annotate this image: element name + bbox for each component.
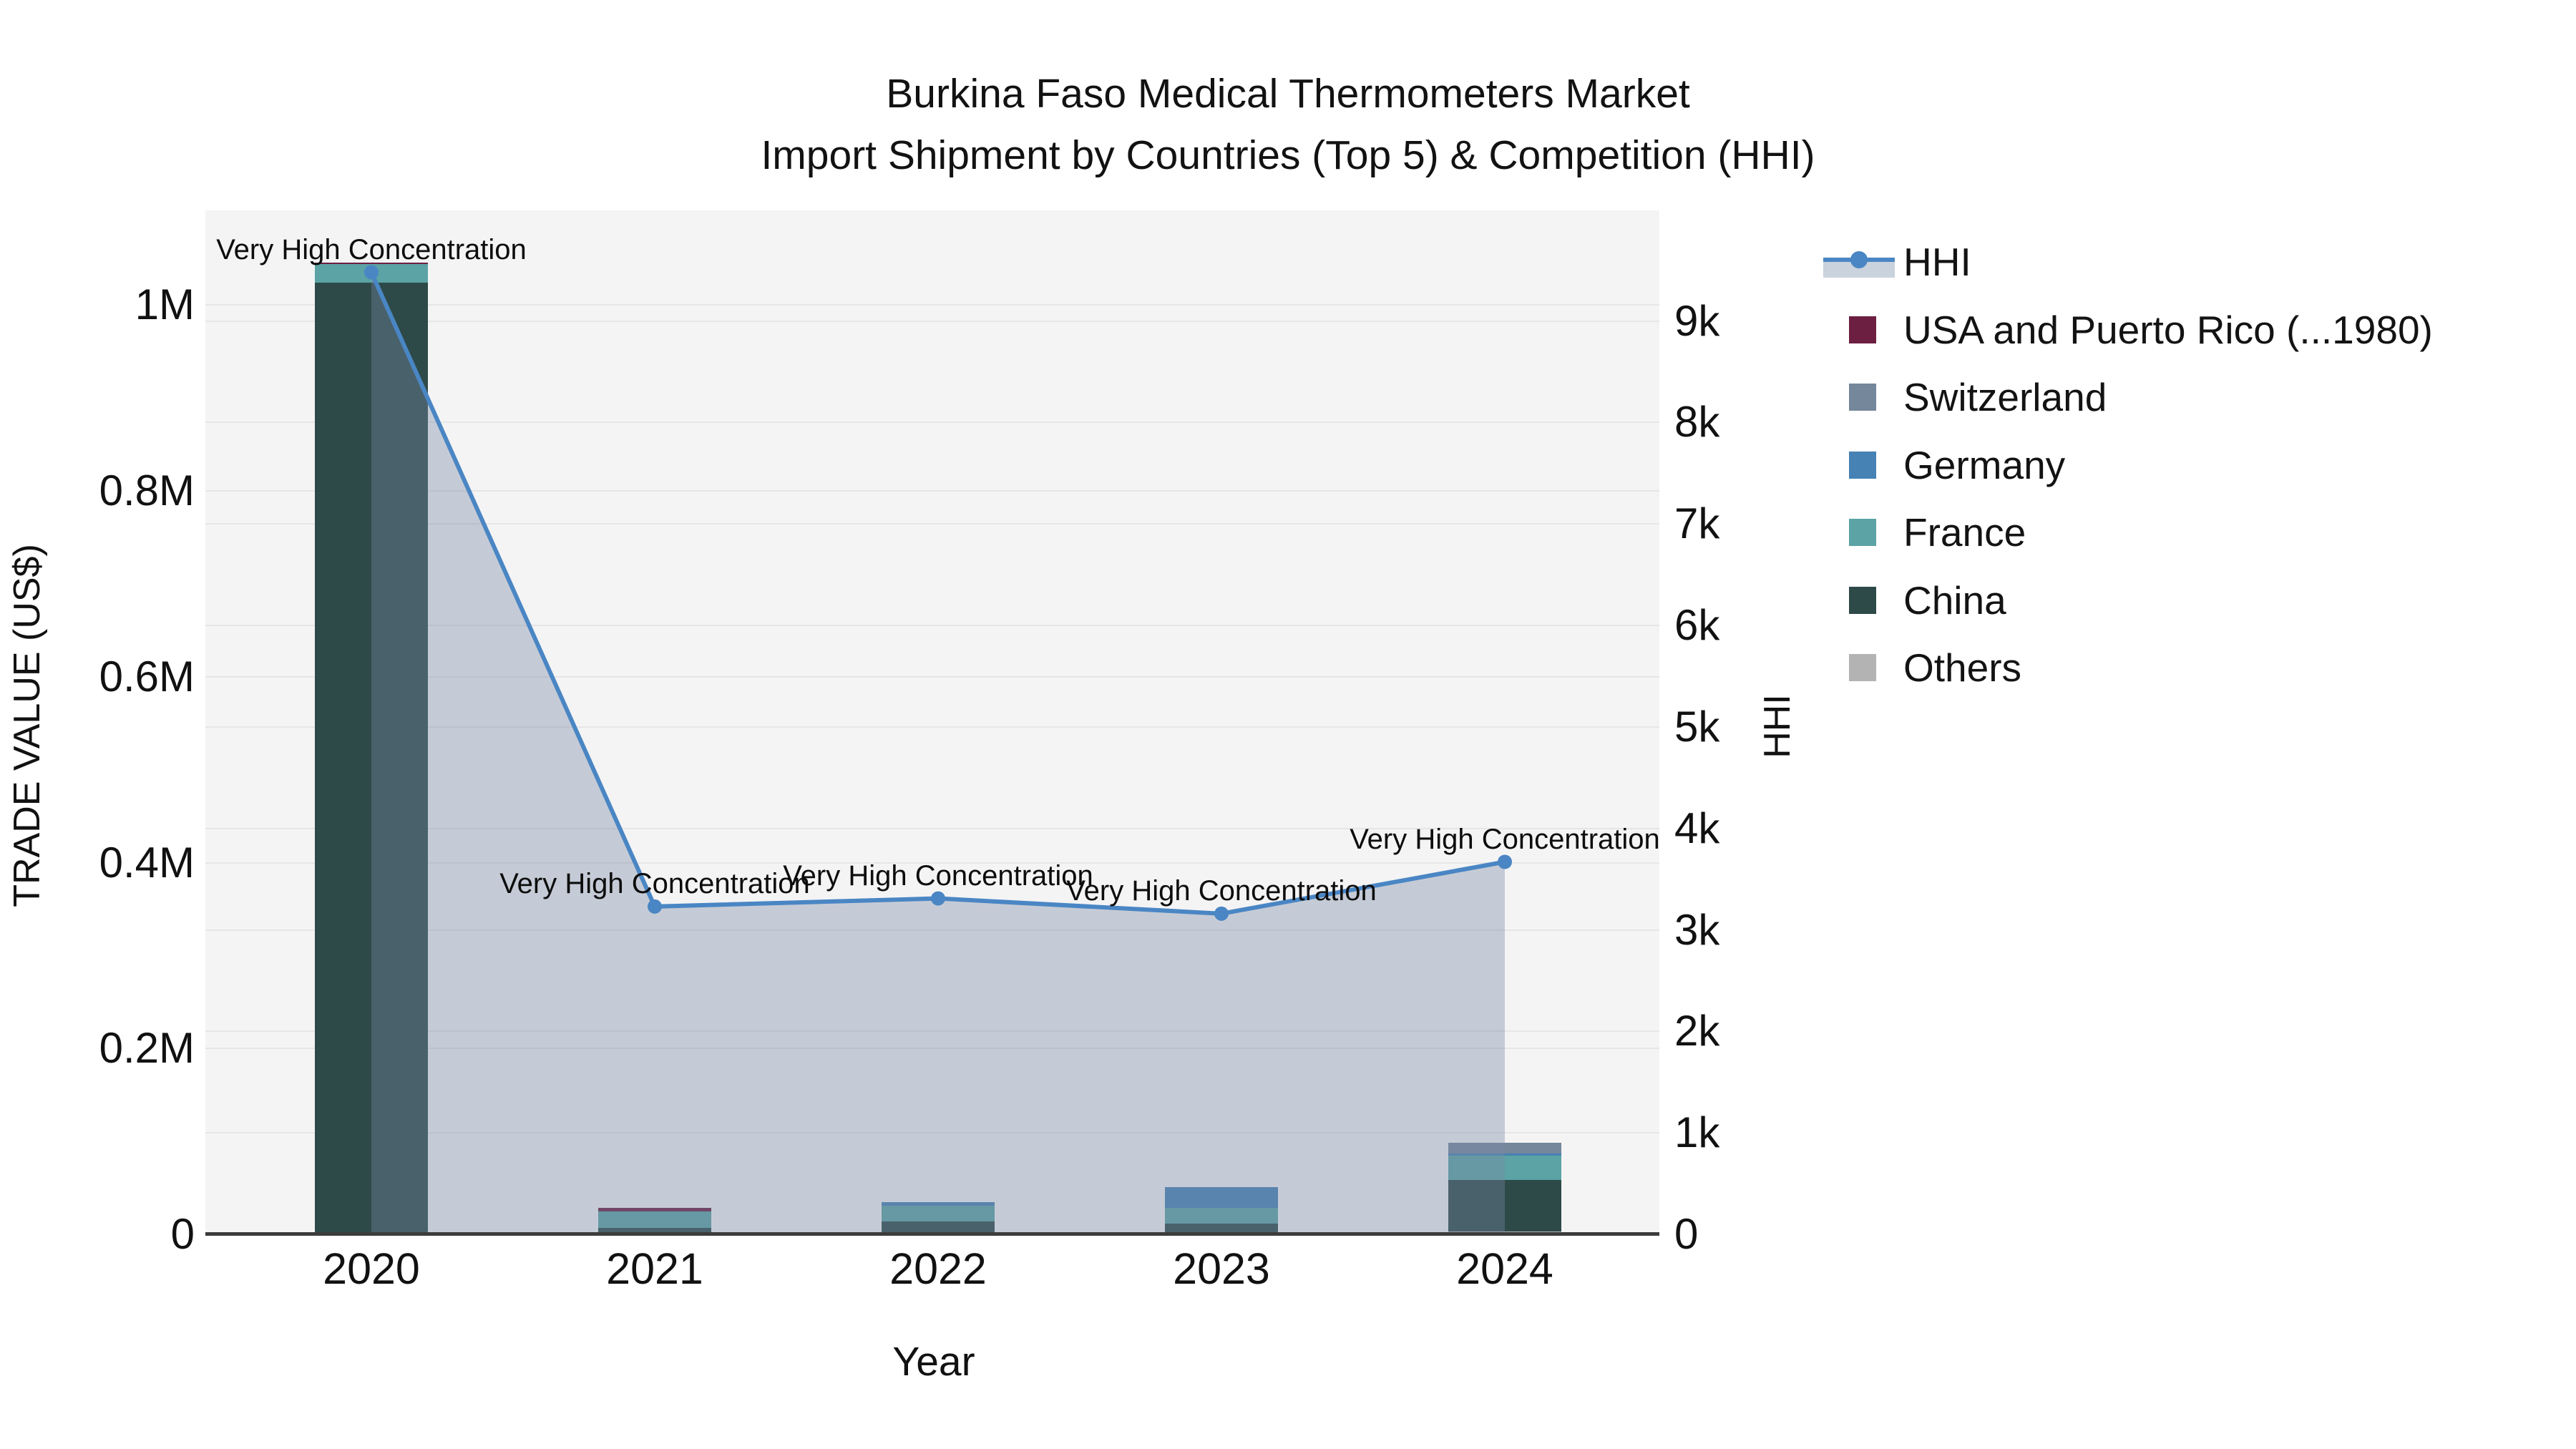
legend-item-france[interactable]: France [1823, 504, 2553, 561]
chart-title-line1: Burkina Faso Medical Thermometers Market [886, 71, 1690, 117]
bar-2021-France[interactable] [598, 1211, 711, 1229]
bar-2023-France[interactable] [1165, 1208, 1278, 1224]
legend-item-hhi[interactable]: HHI [1823, 233, 2553, 291]
legend-item-others[interactable]: Others [1823, 639, 2553, 696]
gridline-left-0.2M [205, 1048, 1659, 1050]
y-left-tick-0.8M: 0.8M [99, 467, 195, 515]
y-left-tick-0.6M: 0.6M [99, 652, 195, 701]
chart-title-line2: Import Shipment by Countries (Top 5) & C… [761, 132, 1815, 178]
legend-item-usa-and-puerto-rico-1980[interactable]: USA and Puerto Rico (...1980) [1823, 301, 2553, 358]
gridline-right-3k [205, 929, 1659, 931]
bar-2020-USA and Puerto Rico (...1980)[interactable] [315, 263, 428, 265]
legend-swatch-germany [1849, 451, 1876, 479]
x-tick-2021: 2021 [606, 1244, 703, 1293]
bar-2024-China[interactable] [1448, 1180, 1561, 1231]
gridline-right-1k [205, 1132, 1659, 1134]
y-right-tick-3k: 3k [1674, 905, 1720, 954]
annotation-2024: Very High Concentration [1350, 823, 1660, 855]
y-left-tick-0: 0 [170, 1210, 195, 1258]
gridline-right-2k [205, 1030, 1659, 1033]
chart-title: Burkina Faso Medical Thermometers Market… [0, 63, 2576, 186]
x-tick-2023: 2023 [1173, 1244, 1270, 1293]
legend-swatch-switzerland [1849, 384, 1876, 411]
y-right-tick-0: 0 [1674, 1210, 1699, 1258]
y-left-tick-1M: 1M [135, 280, 195, 329]
legend-label: France [1903, 510, 2026, 555]
hhi-legend-marker [1850, 251, 1868, 268]
y-right-tick-2k: 2k [1674, 1007, 1720, 1055]
y-right-tick-7k: 7k [1674, 499, 1720, 548]
x-tick-2024: 2024 [1456, 1244, 1553, 1293]
legend-item-germany[interactable]: Germany [1823, 436, 2553, 494]
legend-label: Switzerland [1903, 375, 2107, 419]
bar-2022-France[interactable] [882, 1206, 995, 1221]
legend-swatch-france [1849, 519, 1876, 546]
bar-2023-China[interactable] [1165, 1223, 1278, 1234]
legend-label: HHI [1903, 240, 1971, 284]
y-left-tick-0.2M: 0.2M [99, 1024, 195, 1073]
x-axis-line [205, 1232, 1659, 1236]
annotation-2023: Very High Concentration [1066, 874, 1377, 907]
legend-swatch-china [1849, 586, 1876, 614]
y-right-tick-4k: 4k [1674, 804, 1720, 852]
bar-2022-Germany[interactable] [882, 1202, 995, 1206]
annotation-2020: Very High Concentration [216, 233, 527, 265]
legend-item-china[interactable]: China [1823, 572, 2553, 629]
legend-label: Germany [1903, 442, 2066, 487]
bar-2024-Germany[interactable] [1448, 1153, 1561, 1156]
bar-2023-Germany[interactable] [1165, 1186, 1278, 1209]
bar-2021-China[interactable] [598, 1228, 711, 1234]
y-axis-title-right: HHI [1757, 694, 1798, 758]
y-right-tick-9k: 9k [1674, 296, 1720, 345]
annotation-2021: Very High Concentration [499, 867, 810, 899]
x-axis-title: Year [892, 1339, 975, 1385]
bar-2020-China[interactable] [315, 283, 428, 1234]
y-right-tick-1k: 1k [1674, 1108, 1720, 1157]
bar-2024-Switzerland[interactable] [1448, 1143, 1561, 1153]
y-right-tick-5k: 5k [1674, 702, 1720, 751]
legend-label: Others [1903, 645, 2022, 690]
bar-2021-USA and Puerto Rico (...1980)[interactable] [598, 1208, 711, 1212]
bar-2022-China[interactable] [882, 1221, 995, 1234]
legend-swatch-others [1849, 654, 1876, 681]
y-right-tick-8k: 8k [1674, 398, 1720, 447]
bar-2024-France[interactable] [1448, 1156, 1561, 1181]
y-right-tick-6k: 6k [1674, 601, 1720, 650]
x-tick-2020: 2020 [323, 1244, 420, 1293]
annotation-2022: Very High Concentration [783, 859, 1093, 892]
legend-label: China [1903, 577, 2006, 623]
legend-label: USA and Puerto Rico (...1980) [1903, 307, 2433, 352]
x-tick-2022: 2022 [889, 1244, 987, 1293]
legend-swatch-usa-and-puerto-rico-1980 [1849, 316, 1876, 343]
y-left-tick-0.4M: 0.4M [99, 838, 195, 887]
bar-2020-France[interactable] [315, 264, 428, 283]
legend-item-switzerland[interactable]: Switzerland [1823, 369, 2553, 426]
y-axis-title-left: TRADE VALUE (US$) [6, 544, 48, 907]
